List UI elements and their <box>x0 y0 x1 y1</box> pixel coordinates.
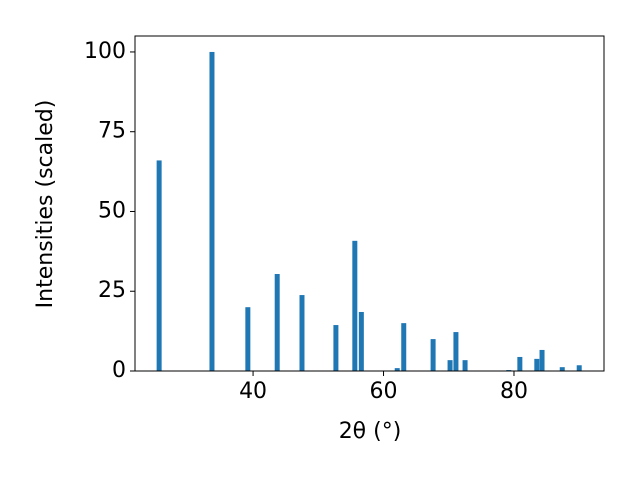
y-tick-label: 75 <box>98 119 126 144</box>
y-axis-label: Intensities (scaled) <box>33 100 58 309</box>
bar <box>352 240 358 371</box>
bar <box>576 365 582 371</box>
bar <box>394 368 400 371</box>
bar <box>401 323 407 371</box>
bar <box>517 356 523 371</box>
bar <box>299 295 305 371</box>
bar <box>539 349 545 371</box>
x-axis-label: 2θ (°) <box>339 419 402 444</box>
bar <box>559 367 565 371</box>
bar <box>245 307 251 371</box>
x-tick-label: 80 <box>500 379 528 404</box>
plot-frame <box>134 35 605 372</box>
bar <box>534 358 540 371</box>
bar <box>156 160 162 371</box>
x-tick-label: 40 <box>239 379 267 404</box>
y-tick-label: 50 <box>98 198 126 223</box>
y-tick-label: 100 <box>84 39 126 64</box>
bar <box>462 360 468 371</box>
bar <box>209 51 215 371</box>
y-tick-label: 0 <box>112 358 126 383</box>
bar <box>447 360 453 371</box>
x-tick-label: 60 <box>370 379 398 404</box>
bar <box>358 311 364 371</box>
bar <box>453 332 459 371</box>
bar <box>274 274 280 371</box>
bar <box>333 325 339 371</box>
bar <box>430 339 436 371</box>
y-tick-label: 25 <box>98 278 126 303</box>
